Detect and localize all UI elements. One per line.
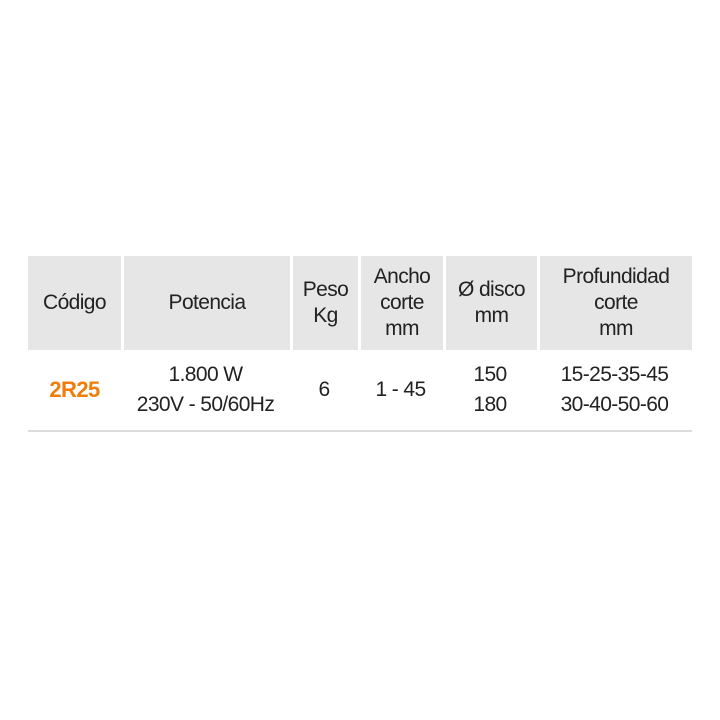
cell-disco: 150 180 <box>443 350 537 430</box>
header-text: Profundidad <box>562 265 670 288</box>
cell-text: 1.800 W <box>168 363 243 386</box>
header-ancho: Ancho corte mm <box>358 256 443 350</box>
product-code: 2R25 <box>49 377 100 402</box>
header-potencia: Potencia <box>121 256 290 350</box>
cell-text: 180 <box>473 393 507 416</box>
header-text: corte <box>380 291 424 314</box>
cell-text: 30-40-50-60 <box>560 393 669 416</box>
header-text: Potencia <box>168 291 247 314</box>
cell-potencia: 1.800 W 230V - 50/60Hz <box>121 350 290 430</box>
table-row: 2R25 1.800 W 230V - 50/60Hz 6 1 - 45 150 1… <box>28 350 692 432</box>
spec-table: Código Potencia Peso Kg Ancho corte mm Ø di… <box>28 256 692 432</box>
table-header: Código Potencia Peso Kg Ancho corte mm Ø di… <box>28 256 692 350</box>
cell-text: 150 <box>473 363 507 386</box>
header-text: corte <box>594 291 638 314</box>
header-text: mm <box>385 317 419 340</box>
cell-text: 15-25-35-45 <box>560 363 669 386</box>
cell-text: 230V - 50/60Hz <box>136 393 275 416</box>
header-profundidad: Profundidad corte mm <box>537 256 692 350</box>
header-text: mm <box>474 304 509 327</box>
cell-profundidad: 15-25-35-45 30-40-50-60 <box>537 350 692 430</box>
header-text: Ancho <box>373 265 431 288</box>
header-codigo: Código <box>28 256 121 350</box>
header-text: Peso <box>302 278 349 301</box>
header-text: Kg <box>313 304 338 327</box>
cell-peso: 6 <box>318 378 330 401</box>
header-text: mm <box>599 317 633 340</box>
header-peso: Peso Kg <box>290 256 358 350</box>
header-text: Ø disco <box>458 278 526 301</box>
cell-ancho: 1 - 45 <box>375 378 426 401</box>
header-disco: Ø disco mm <box>443 256 537 350</box>
header-text: Código <box>43 291 107 314</box>
